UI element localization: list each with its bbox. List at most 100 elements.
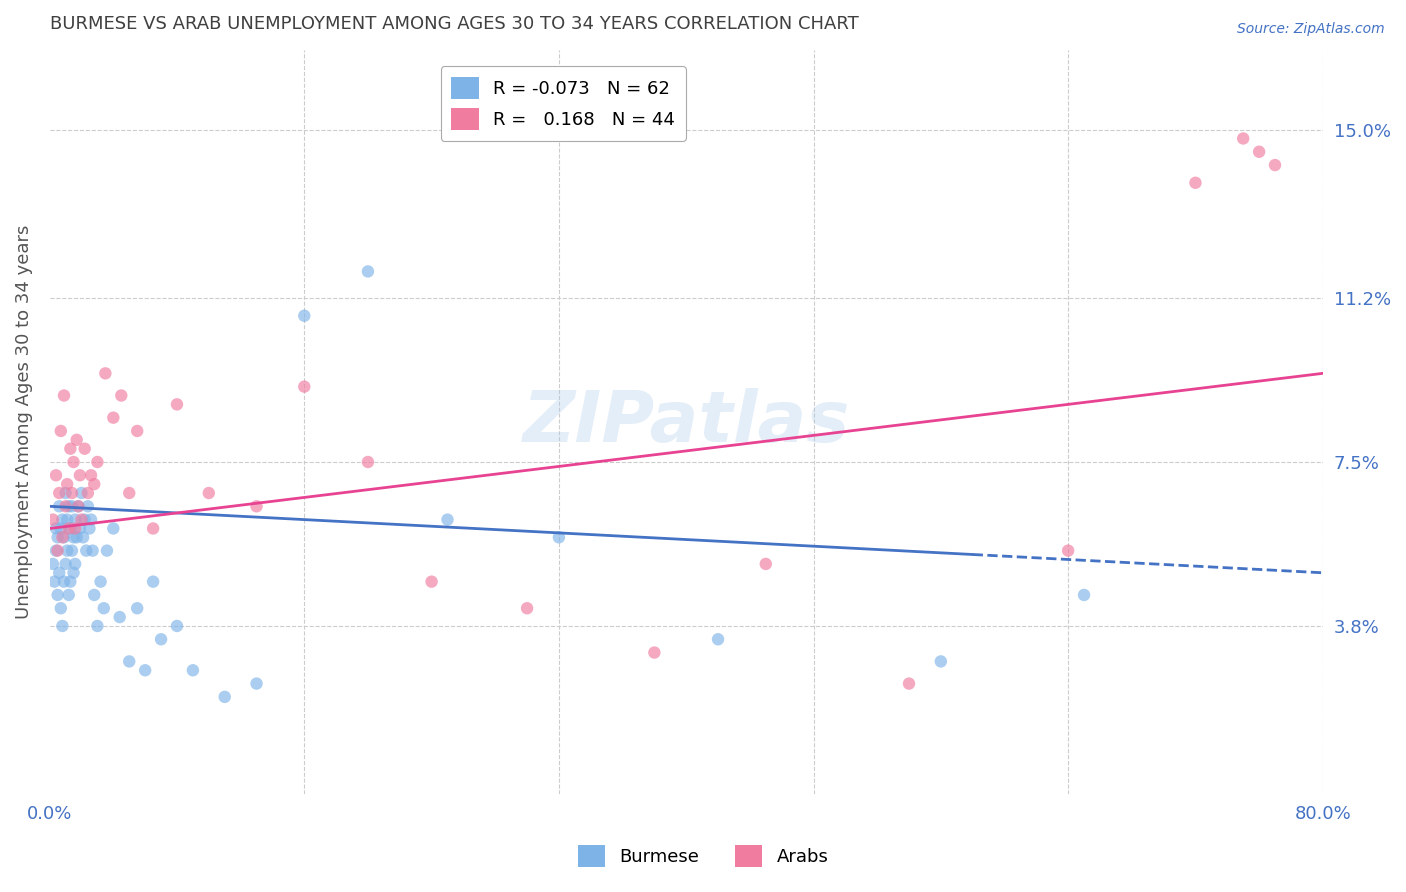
Point	[70, 486, 93, 500]
Point	[420, 574, 443, 589]
Point	[83, 588, 105, 602]
Point	[53, 574, 76, 589]
Y-axis label: Unemployment Among Ages 30 to 34 years: Unemployment Among Ages 30 to 34 years	[15, 225, 32, 619]
Point	[103, 410, 125, 425]
Point	[63, 521, 86, 535]
Point	[292, 309, 315, 323]
Point	[60, 500, 83, 514]
Point	[60, 543, 83, 558]
Point	[73, 442, 96, 456]
Point	[436, 513, 458, 527]
Point	[181, 663, 204, 677]
Point	[93, 601, 115, 615]
Point	[755, 557, 778, 571]
Point	[53, 530, 76, 544]
Point	[127, 601, 149, 615]
Point	[166, 397, 188, 411]
Point	[51, 619, 73, 633]
Point	[79, 521, 101, 535]
Point	[55, 486, 77, 500]
Point	[51, 530, 73, 544]
Point	[58, 521, 80, 535]
Point	[103, 521, 125, 535]
Point	[82, 543, 104, 558]
Point	[75, 543, 97, 558]
Point	[63, 557, 86, 571]
Point	[245, 676, 267, 690]
Point	[55, 557, 77, 571]
Point	[45, 468, 67, 483]
Point	[127, 424, 149, 438]
Point	[59, 574, 82, 589]
Point	[80, 468, 103, 483]
Legend: Burmese, Arabs: Burmese, Arabs	[571, 838, 835, 874]
Point	[898, 676, 921, 690]
Point	[60, 486, 83, 500]
Point	[86, 619, 108, 633]
Point	[76, 500, 98, 514]
Point	[49, 424, 72, 438]
Point	[46, 543, 69, 558]
Point	[56, 477, 79, 491]
Point	[69, 468, 91, 483]
Point	[58, 500, 80, 514]
Point	[118, 486, 141, 500]
Point	[643, 646, 665, 660]
Point	[1264, 158, 1286, 172]
Point	[62, 530, 84, 544]
Point	[1184, 176, 1206, 190]
Point	[45, 521, 67, 535]
Point	[72, 530, 94, 544]
Point	[1232, 131, 1254, 145]
Point	[62, 455, 84, 469]
Point	[929, 654, 952, 668]
Point	[58, 588, 80, 602]
Point	[53, 388, 76, 402]
Point	[548, 530, 571, 544]
Point	[44, 574, 66, 589]
Point	[516, 601, 538, 615]
Point	[73, 513, 96, 527]
Point	[245, 500, 267, 514]
Point	[80, 513, 103, 527]
Point	[59, 442, 82, 456]
Point	[48, 566, 70, 580]
Point	[62, 566, 84, 580]
Point	[83, 477, 105, 491]
Point	[1249, 145, 1271, 159]
Point	[45, 543, 67, 558]
Point	[142, 574, 165, 589]
Legend: R = -0.073   N = 62, R =   0.168   N = 44: R = -0.073 N = 62, R = 0.168 N = 44	[440, 66, 686, 141]
Point	[86, 455, 108, 469]
Point	[90, 574, 112, 589]
Point	[292, 379, 315, 393]
Point	[166, 619, 188, 633]
Point	[1073, 588, 1095, 602]
Point	[51, 513, 73, 527]
Point	[118, 654, 141, 668]
Point	[94, 367, 117, 381]
Text: BURMESE VS ARAB UNEMPLOYMENT AMONG AGES 30 TO 34 YEARS CORRELATION CHART: BURMESE VS ARAB UNEMPLOYMENT AMONG AGES …	[49, 15, 859, 33]
Point	[59, 521, 82, 535]
Point	[63, 513, 86, 527]
Point	[357, 264, 380, 278]
Point	[67, 500, 90, 514]
Point	[48, 486, 70, 500]
Point	[357, 455, 380, 469]
Point	[66, 433, 89, 447]
Point	[76, 486, 98, 500]
Point	[56, 543, 79, 558]
Point	[96, 543, 118, 558]
Point	[49, 521, 72, 535]
Point	[69, 521, 91, 535]
Point	[42, 513, 65, 527]
Point	[707, 632, 730, 647]
Text: ZIPatlas: ZIPatlas	[523, 388, 849, 457]
Point	[48, 500, 70, 514]
Point	[134, 663, 156, 677]
Point	[214, 690, 236, 704]
Point	[1057, 543, 1080, 558]
Point	[66, 530, 89, 544]
Point	[56, 513, 79, 527]
Point	[55, 500, 77, 514]
